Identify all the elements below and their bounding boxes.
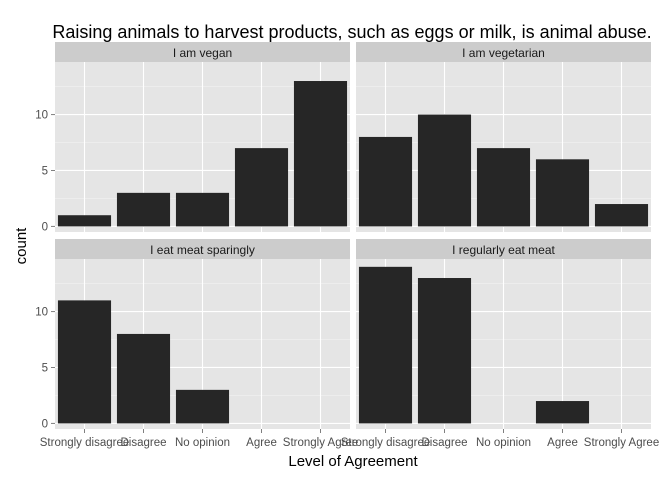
bar-i-am-vegetarian-agree bbox=[535, 159, 590, 227]
bar-i-am-vegetarian-no-opinion bbox=[476, 148, 531, 227]
facet-panel-i-am-vegan: I am vegan 0 5 10 bbox=[35, 42, 350, 233]
y-tick-label: 5 bbox=[42, 362, 48, 374]
chart-title: Raising animals to harvest products, suc… bbox=[52, 22, 651, 42]
y-tick-label: 0 bbox=[42, 221, 48, 233]
bar-i-regularly-eat-meat-disagree bbox=[417, 278, 472, 424]
x-tick-label: Agree bbox=[246, 437, 277, 449]
x-tick-label: Strongly Agree bbox=[584, 437, 659, 449]
bar-i-am-vegan-disagree bbox=[116, 192, 171, 227]
x-tick-label: Disagree bbox=[120, 437, 166, 449]
bar-i-am-vegan-agree bbox=[234, 148, 289, 227]
y-axis-title: count bbox=[13, 227, 30, 265]
bar-i-eat-meat-sparingly-no-opinion bbox=[175, 389, 230, 424]
facet-strip bbox=[356, 239, 651, 259]
bar-i-am-vegetarian-disagree bbox=[417, 114, 472, 227]
bar-i-eat-meat-sparingly-disagree bbox=[116, 333, 171, 424]
x-tick-label: Strongly disagree bbox=[341, 437, 431, 449]
x-tick-label: Strongly Agree bbox=[283, 437, 358, 449]
bar-i-am-vegan-no-opinion bbox=[175, 192, 230, 227]
facet-panel-i-eat-meat-sparingly: I eat meat sparingly 0 5 10 Strongly disagre… bbox=[35, 239, 358, 449]
facet-panel-i-regularly-eat-meat: I regularly eat meat Strongly disagreeDis… bbox=[341, 239, 659, 449]
facet-strip-label: I eat meat sparingly bbox=[150, 243, 255, 257]
facet-strip-label: I am vegan bbox=[173, 46, 232, 60]
bar-i-regularly-eat-meat-strongly-disagree bbox=[358, 266, 413, 424]
y-tick-label: 5 bbox=[42, 165, 48, 177]
x-tick-label: No opinion bbox=[476, 437, 531, 449]
bar-i-am-vegetarian-strongly-disagree bbox=[358, 136, 413, 227]
x-tick-label: Agree bbox=[547, 437, 578, 449]
facet-strip bbox=[55, 42, 350, 62]
bar-i-eat-meat-sparingly-strongly-disagree bbox=[57, 300, 112, 424]
facet-strip bbox=[55, 239, 350, 259]
x-tick-label: No opinion bbox=[175, 437, 230, 449]
facet-panel-i-am-vegetarian: I am vegetarian bbox=[356, 42, 651, 232]
y-tick-label: 0 bbox=[42, 418, 48, 430]
y-tick-label: 10 bbox=[35, 110, 48, 122]
bar-i-am-vegan-strongly-agree bbox=[293, 81, 348, 227]
facet-strip bbox=[356, 42, 651, 62]
x-tick-label: Disagree bbox=[421, 437, 467, 449]
y-tick-label: 10 bbox=[35, 307, 48, 319]
x-axis-title: Level of Agreement bbox=[288, 453, 418, 470]
facet-strip-label: I regularly eat meat bbox=[452, 243, 555, 257]
bar-i-am-vegan-strongly-disagree bbox=[57, 215, 112, 227]
facet-strip-label: I am vegetarian bbox=[462, 46, 545, 60]
bar-i-am-vegetarian-strongly-agree bbox=[594, 204, 649, 227]
facet-panels: I am vegan 0 5 10 I am vegetarian I eat meat … bbox=[35, 42, 659, 449]
bar-i-regularly-eat-meat-agree bbox=[535, 401, 590, 424]
x-tick-label: Strongly disagree bbox=[40, 437, 130, 449]
